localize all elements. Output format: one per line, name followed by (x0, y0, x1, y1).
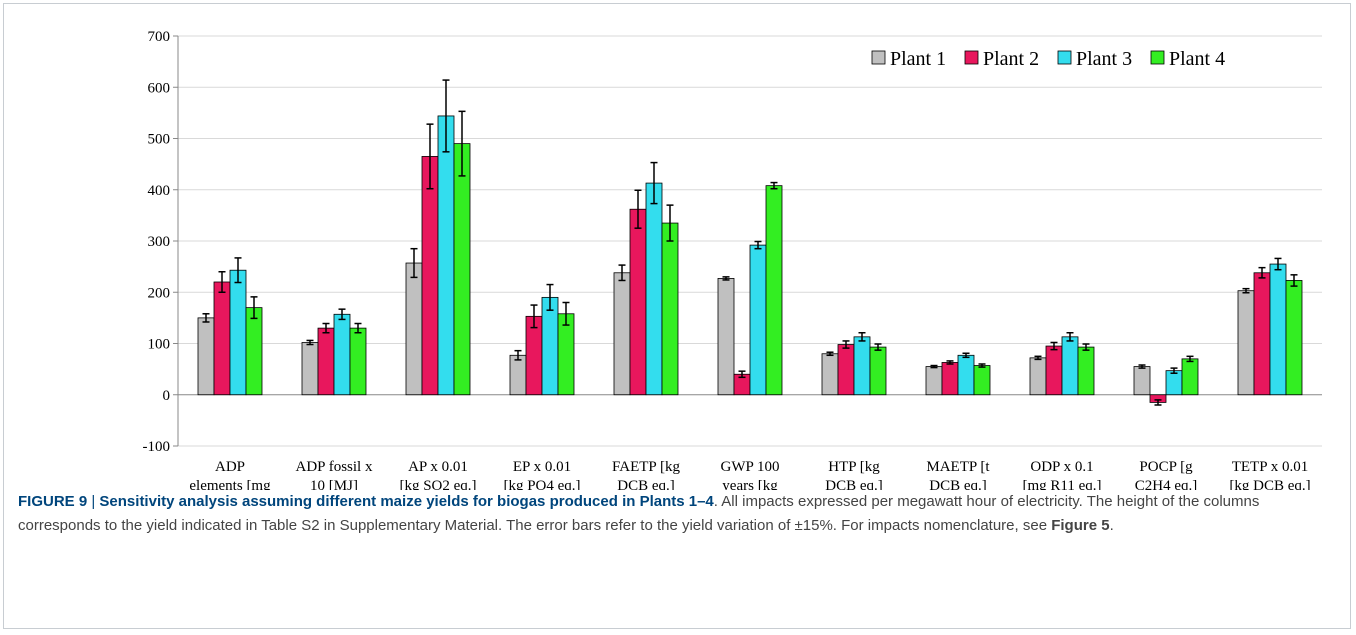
bar (1165, 370, 1183, 396)
bar (453, 143, 471, 396)
caption-text: . All impacts expressed per megawatt hou… (18, 493, 1260, 534)
bar (1253, 272, 1271, 396)
bar (1029, 357, 1047, 396)
bar (821, 353, 839, 396)
caption-figure-ref: Figure 5 (1051, 517, 1110, 534)
bar (853, 336, 871, 396)
y-tick-label: 0 (163, 388, 171, 404)
category-label: FAETP [kg DCB eq.] (612, 459, 680, 490)
bar (541, 296, 559, 396)
bar (245, 307, 263, 396)
bar (1237, 290, 1255, 396)
y-tick-label: 200 (148, 285, 171, 301)
legend-swatch (1150, 50, 1165, 65)
legend-label: Plant 4 (1169, 48, 1225, 70)
y-tick-label: 400 (148, 183, 171, 199)
legend-swatch (871, 50, 886, 65)
bar (317, 327, 335, 396)
caption-title: Sensitivity analysis assuming different … (99, 493, 714, 510)
y-tick-label: 700 (148, 29, 171, 45)
bar (925, 366, 943, 396)
bar (197, 317, 215, 396)
category-label: MAETP [t DCB eq.] (926, 459, 990, 490)
bar (437, 115, 455, 396)
legend-swatch (964, 50, 979, 65)
bar (765, 185, 783, 396)
bar (957, 354, 975, 396)
legend-label: Plant 2 (983, 48, 1039, 70)
bar (229, 269, 247, 396)
category-label: ODP x 0.1 [mg R11 eq.] (1022, 459, 1101, 490)
bar (509, 354, 527, 396)
caption-separator: | (87, 493, 100, 510)
bar (837, 344, 855, 396)
category-label: POCP [g C2H4 eq.] (1135, 459, 1198, 490)
bar (1269, 263, 1287, 396)
figure-caption: FIGURE 9 | Sensitivity analysis assuming… (18, 490, 1338, 538)
bar (645, 182, 663, 396)
bar (557, 313, 575, 396)
bar (213, 281, 231, 396)
y-tick-label: 500 (148, 132, 171, 148)
bar (405, 262, 423, 396)
bar (1061, 336, 1079, 396)
y-tick-label: -100 (143, 439, 171, 455)
y-tick-label: 300 (148, 234, 171, 250)
legend-label: Plant 1 (890, 48, 946, 70)
y-tick-label: 600 (148, 80, 171, 96)
category-label: TETP x 0.01 [kg DCB eq.] (1229, 459, 1310, 490)
bar (749, 244, 767, 396)
bar (941, 362, 959, 396)
bar (613, 272, 631, 396)
bar (421, 156, 439, 396)
category-label: HTP [kg DCB eq.] (825, 459, 883, 490)
category-label: AP x 0.01 [kg SO2 eq.] (399, 459, 476, 490)
category-label: ADP fossil x 10 [MJ] (296, 459, 373, 490)
legend-label: Plant 3 (1076, 48, 1132, 70)
caption-figure-label: FIGURE 9 (18, 493, 88, 510)
bar (301, 342, 319, 396)
bar (333, 313, 351, 396)
bar (1077, 346, 1095, 396)
bar (717, 278, 735, 396)
legend-swatch (1057, 50, 1072, 65)
bar (661, 222, 679, 396)
bar (1045, 345, 1063, 396)
bar (629, 208, 647, 396)
y-tick-label: 100 (148, 337, 171, 353)
bar (1181, 358, 1199, 396)
caption-text-end: . (1109, 517, 1114, 534)
bar-chart: -100 0 100 200 300 400 500 600 700 ADP elements [m… (143, 29, 1322, 490)
bar (1285, 280, 1303, 396)
bar (1133, 366, 1151, 396)
bar (869, 346, 887, 396)
bar (973, 365, 991, 396)
bar (349, 327, 367, 396)
category-label: EP x 0.01 [kg PO4 eq.] (503, 459, 580, 490)
